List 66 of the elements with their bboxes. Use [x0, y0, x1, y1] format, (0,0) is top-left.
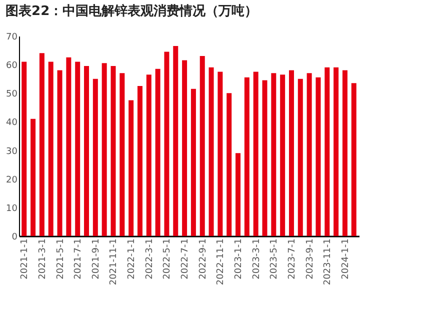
y-tick-label: 60 [6, 61, 18, 72]
x-tick-label: 2022-3-1 [144, 238, 155, 280]
x-tick-label: 2021-7-1 [74, 238, 84, 280]
bar [351, 83, 356, 236]
bar [271, 73, 276, 236]
x-tick-label: 2021-9-1 [91, 238, 102, 280]
bar [236, 153, 241, 236]
bar [244, 77, 250, 236]
x-tick-label: 2021-3-1 [38, 238, 48, 280]
bar [288, 70, 294, 236]
x-tick-label: 2023-1-1 [234, 238, 244, 280]
y-tick-label: 70 [6, 32, 18, 42]
bar [57, 70, 62, 236]
x-tick-label: 2023-5-1 [270, 238, 280, 280]
x-tick-label: 2023-11-1 [323, 238, 334, 286]
bar [75, 62, 80, 236]
bar [164, 52, 170, 236]
y-tick-label: 50 [6, 90, 18, 100]
bar [173, 46, 178, 236]
bar [262, 80, 268, 236]
x-tick-label: 2022-9-1 [198, 238, 208, 280]
x-tick-label: 2022-1-1 [127, 238, 138, 280]
x-tick-label: 2024-1-1 [340, 238, 351, 280]
bar [92, 78, 98, 236]
bar [298, 78, 303, 236]
bar [280, 74, 286, 236]
bar [316, 77, 321, 236]
bar [190, 88, 196, 236]
x-tick-label: 2022-11-1 [216, 238, 226, 286]
x-tick-label: 2021-5-1 [56, 238, 66, 280]
bar [218, 72, 223, 236]
x-tick-label: 2021-11-1 [109, 238, 120, 286]
bar [200, 56, 205, 236]
bar [155, 68, 160, 236]
bar [48, 62, 54, 236]
x-tick-label: 2023-9-1 [305, 238, 316, 280]
y-tick-label: 0 [12, 232, 18, 242]
x-tick-label: 2023-3-1 [252, 238, 262, 280]
bar [120, 73, 125, 236]
y-tick-label: 10 [6, 204, 18, 214]
bar [146, 74, 152, 236]
x-tick-label: 2022-7-1 [180, 238, 191, 280]
y-tick-label: 30 [6, 146, 18, 157]
bar [137, 86, 142, 236]
bar [226, 93, 232, 236]
bar [102, 63, 107, 236]
bar [66, 57, 72, 236]
bar [84, 66, 90, 236]
bar [324, 67, 330, 236]
bar [128, 100, 134, 236]
bar [22, 62, 27, 236]
bar [39, 53, 44, 236]
bar [208, 67, 214, 236]
x-tick-label: 2023-7-1 [287, 238, 298, 280]
x-tick-label: 2022-5-1 [162, 238, 173, 280]
y-tick-label: 20 [6, 175, 18, 186]
bar [334, 67, 339, 236]
bar [342, 70, 348, 236]
bar [253, 72, 258, 236]
bar [182, 60, 188, 236]
x-tick-label: 2021-1-1 [20, 238, 30, 280]
bar [306, 73, 312, 236]
y-tick-label: 40 [6, 118, 18, 128]
chart-title: 图表22：中国电解锌表观消费情况（万吨） [6, 3, 258, 19]
bar [110, 66, 116, 236]
bar [30, 118, 36, 236]
